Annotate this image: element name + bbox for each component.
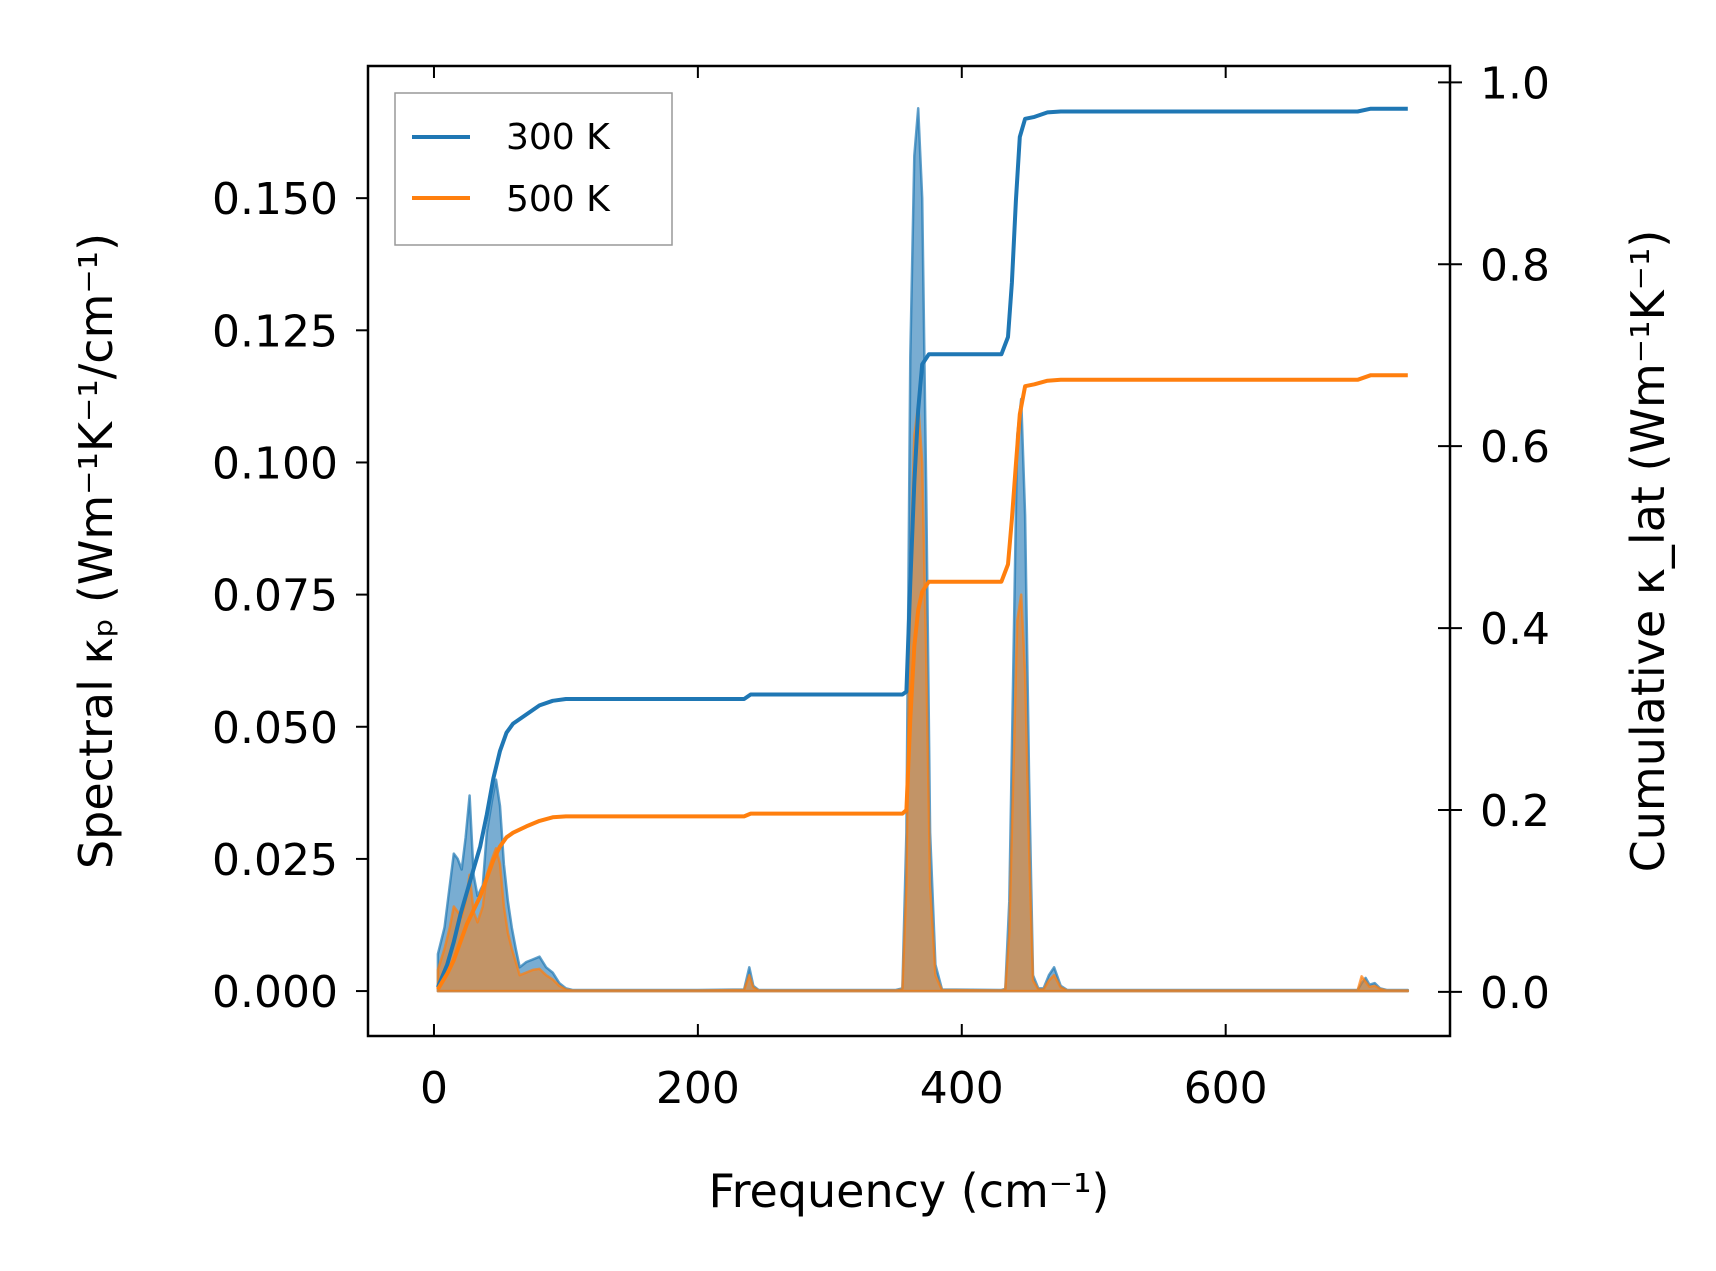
y-right-tick-label: 1.0 bbox=[1480, 58, 1550, 109]
legend-box bbox=[394, 92, 673, 246]
y-left-tick-label: 0.125 bbox=[212, 306, 338, 357]
y-left-tick-label: 0.100 bbox=[212, 438, 338, 489]
legend-label-500k: 500 K bbox=[506, 179, 611, 220]
y-left-tick-label: 0.025 bbox=[212, 835, 338, 886]
y-left-tick-label: 0.150 bbox=[212, 174, 338, 225]
cumulative-lines bbox=[436, 106, 1408, 991]
y-right-tick-label: 0.6 bbox=[1480, 422, 1550, 473]
y-right-tick-label: 0.0 bbox=[1480, 968, 1550, 1019]
axis-ticks: 0 200 400 600 0.000 0.025 0.050 0.075 0.100 0.125… bbox=[212, 58, 1550, 1114]
cumulative-line-300k bbox=[436, 106, 1408, 989]
y-right-tick-label: 0.2 bbox=[1480, 786, 1550, 837]
y-right-tick-label: 0.8 bbox=[1480, 240, 1550, 291]
y-left-tick-label: 0.075 bbox=[212, 571, 338, 622]
y-right-tick-label: 0.4 bbox=[1480, 604, 1550, 655]
y-left-tick-label: 0.000 bbox=[212, 967, 338, 1018]
legend-label-300k: 300 K bbox=[506, 117, 611, 158]
y-left-tick-label: 0.050 bbox=[212, 703, 338, 754]
legend: 300 K 500 K bbox=[394, 92, 673, 246]
x-axis-title: Frequency (cm⁻¹) bbox=[709, 1164, 1110, 1218]
y-axis-title-left: Spectral κₚ (Wm⁻¹K⁻¹/cm⁻¹) bbox=[69, 233, 123, 869]
axes-frame bbox=[366, 64, 1452, 1038]
x-tick-label: 400 bbox=[920, 1063, 1004, 1114]
x-tick-label: 0 bbox=[420, 1063, 448, 1114]
x-tick-label: 600 bbox=[1184, 1063, 1268, 1114]
x-tick-label: 200 bbox=[656, 1063, 740, 1114]
cumulative-line-500k bbox=[436, 373, 1408, 991]
y-axis-title-right: Cumulative κ_lat (Wm⁻¹K⁻¹) bbox=[1621, 230, 1675, 873]
